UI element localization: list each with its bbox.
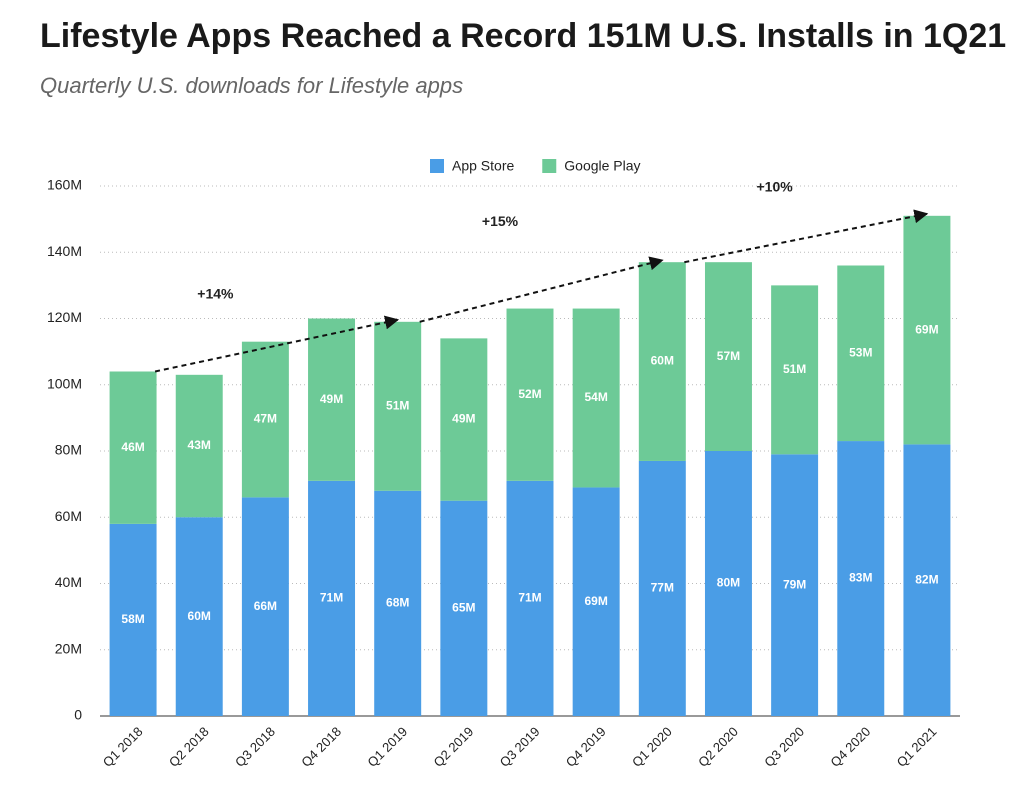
value-label: 58M	[121, 612, 144, 626]
value-label: 79M	[783, 577, 806, 591]
value-label: 51M	[783, 362, 806, 376]
bar-segment	[903, 215, 951, 445]
x-tick-label: Q1 2021	[894, 724, 940, 770]
bar-segment	[506, 308, 554, 481]
value-label: 49M	[452, 412, 475, 426]
bar-segment	[374, 490, 422, 716]
y-tick-label: 20M	[55, 640, 82, 656]
bar-segment	[638, 262, 686, 461]
value-label: 60M	[188, 609, 211, 623]
bar-segment	[771, 454, 819, 716]
x-tick-label: Q2 2020	[695, 724, 741, 770]
bar-segment	[374, 321, 422, 491]
value-label: 69M	[584, 594, 607, 608]
bar-segment	[109, 523, 157, 716]
value-label: 69M	[915, 322, 938, 336]
value-label: 80M	[717, 576, 740, 590]
bar-segment	[175, 374, 223, 518]
y-tick-label: 80M	[55, 442, 82, 458]
y-tick-label: 100M	[47, 375, 82, 391]
value-label: 68M	[386, 596, 409, 610]
bar-segment	[440, 500, 488, 716]
trend-arrow	[419, 256, 664, 323]
value-label: 71M	[518, 591, 541, 605]
x-tick-label: Q1 2018	[100, 724, 146, 770]
bar-segment	[638, 460, 686, 716]
x-tick-label: Q1 2020	[629, 724, 675, 770]
bar-segment	[109, 371, 157, 524]
annotation: +10%	[757, 179, 794, 195]
bar-segment	[572, 308, 620, 488]
y-tick-label: 0	[74, 707, 82, 723]
bar-segment	[903, 444, 951, 716]
value-label: 82M	[915, 572, 938, 586]
legend-label: Google Play	[564, 158, 640, 174]
value-label: 43M	[188, 438, 211, 452]
value-label: 65M	[452, 601, 475, 615]
x-tick-label: Q4 2020	[827, 724, 873, 770]
value-label: 83M	[849, 571, 872, 585]
bar-segment	[241, 341, 289, 498]
annotation: +14%	[197, 286, 234, 302]
value-label: 52M	[518, 387, 541, 401]
chart-subtitle: Quarterly U.S. downloads for Lifestyle a…	[40, 73, 463, 98]
bar-segment	[506, 480, 554, 716]
x-tick-label: Q4 2018	[298, 724, 344, 770]
y-tick-label: 40M	[55, 574, 82, 590]
bar-segment	[308, 480, 356, 716]
value-label: 54M	[584, 390, 607, 404]
bar-segment	[837, 265, 885, 442]
x-tick-label: Q2 2018	[166, 724, 212, 770]
bar-segment	[704, 262, 752, 451]
chart-title: Lifestyle Apps Reached a Record 151M U.S…	[40, 17, 1006, 55]
x-tick-label: Q3 2019	[497, 724, 543, 770]
y-tick-label: 60M	[55, 508, 82, 524]
value-label: 60M	[651, 354, 674, 368]
bar-segment	[241, 497, 289, 716]
bar-segment	[572, 487, 620, 716]
x-tick-label: Q4 2019	[563, 724, 609, 770]
bar-segment	[440, 338, 488, 501]
y-tick-label: 120M	[47, 309, 82, 325]
bar-segment	[704, 451, 752, 716]
annotation: +15%	[482, 213, 519, 229]
x-tick-label: Q3 2018	[232, 724, 278, 770]
y-tick-label: 160M	[47, 177, 82, 193]
value-label: 66M	[254, 599, 277, 613]
legend-label: App Store	[452, 158, 514, 174]
value-label: 57M	[717, 349, 740, 363]
y-tick-label: 140M	[47, 243, 82, 259]
value-label: 47M	[254, 412, 277, 426]
legend-swatch	[542, 159, 557, 173]
value-label: 51M	[386, 398, 409, 412]
value-label: 71M	[320, 591, 343, 605]
bar-segment	[771, 285, 819, 455]
x-tick-label: Q3 2020	[761, 724, 807, 770]
legend-swatch	[430, 159, 444, 173]
value-label: 49M	[320, 392, 343, 406]
value-label: 53M	[849, 345, 872, 359]
bar-segment	[837, 441, 885, 716]
value-label: 46M	[121, 440, 144, 454]
bar-segment	[175, 517, 223, 716]
x-tick-label: Q2 2019	[431, 724, 477, 770]
value-label: 77M	[651, 581, 674, 595]
trend-arrow	[684, 209, 929, 264]
x-tick-label: Q1 2019	[364, 724, 410, 770]
bar-segment	[308, 318, 356, 481]
